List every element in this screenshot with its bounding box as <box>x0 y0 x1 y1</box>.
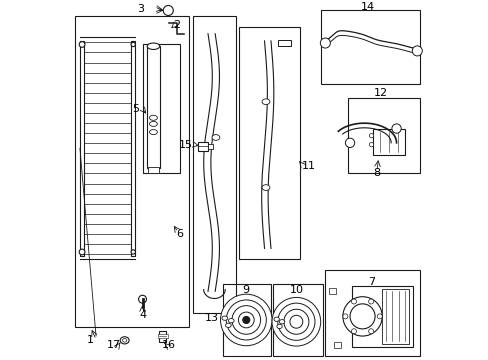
Circle shape <box>271 297 320 346</box>
Ellipse shape <box>120 337 129 344</box>
Bar <box>207 144 213 149</box>
Ellipse shape <box>149 130 157 135</box>
Bar <box>157 334 167 338</box>
Ellipse shape <box>222 316 227 320</box>
Circle shape <box>342 297 382 336</box>
Circle shape <box>351 299 356 304</box>
Bar <box>333 342 341 348</box>
Circle shape <box>79 42 85 47</box>
Circle shape <box>283 309 308 334</box>
Text: 4: 4 <box>139 310 146 320</box>
Ellipse shape <box>149 115 157 120</box>
Text: 2: 2 <box>173 20 180 30</box>
Bar <box>147 46 160 168</box>
Text: 15: 15 <box>178 140 192 150</box>
Ellipse shape <box>138 295 146 303</box>
Polygon shape <box>80 37 135 259</box>
Text: 9: 9 <box>242 284 249 294</box>
Text: 8: 8 <box>372 168 380 178</box>
Bar <box>159 331 165 342</box>
Ellipse shape <box>211 135 220 140</box>
Circle shape <box>342 314 347 319</box>
Text: 13: 13 <box>205 313 219 323</box>
Ellipse shape <box>262 185 269 190</box>
Text: 17: 17 <box>107 340 121 350</box>
Circle shape <box>376 314 382 319</box>
Circle shape <box>349 304 374 329</box>
Bar <box>239 27 299 259</box>
Circle shape <box>79 249 85 255</box>
Text: 6: 6 <box>176 229 183 239</box>
Ellipse shape <box>122 338 126 342</box>
Text: 3: 3 <box>137 4 144 14</box>
Ellipse shape <box>276 324 282 329</box>
Bar <box>148 167 158 173</box>
Bar <box>223 284 271 356</box>
Ellipse shape <box>262 99 269 104</box>
Text: 11: 11 <box>301 161 315 171</box>
Circle shape <box>368 299 373 304</box>
Ellipse shape <box>225 323 231 328</box>
Circle shape <box>345 138 354 148</box>
Bar <box>382 289 408 344</box>
Bar <box>325 270 419 356</box>
Bar <box>192 16 235 313</box>
Text: 1: 1 <box>87 335 94 345</box>
Bar <box>80 41 84 256</box>
Circle shape <box>231 306 260 334</box>
Circle shape <box>277 303 314 340</box>
Bar <box>273 284 323 356</box>
Ellipse shape <box>273 317 279 321</box>
Bar <box>142 45 180 173</box>
Bar <box>351 286 412 347</box>
Bar <box>278 40 290 46</box>
Circle shape <box>320 38 330 48</box>
Circle shape <box>131 250 135 254</box>
Circle shape <box>368 143 373 147</box>
Ellipse shape <box>149 121 157 126</box>
Bar <box>372 129 405 156</box>
Circle shape <box>238 312 254 328</box>
Circle shape <box>391 124 400 133</box>
Ellipse shape <box>228 319 234 323</box>
Bar <box>74 16 189 327</box>
Circle shape <box>289 315 302 328</box>
Circle shape <box>226 300 266 340</box>
Text: 12: 12 <box>373 88 386 98</box>
Circle shape <box>131 42 135 46</box>
Circle shape <box>351 329 356 334</box>
Text: 7: 7 <box>367 278 374 287</box>
Circle shape <box>220 294 271 346</box>
Text: 16: 16 <box>162 340 176 350</box>
Bar <box>198 142 207 151</box>
Ellipse shape <box>279 320 284 324</box>
Text: 5: 5 <box>132 104 139 114</box>
Circle shape <box>368 134 373 138</box>
Circle shape <box>368 329 373 334</box>
Bar <box>131 41 135 256</box>
Text: 10: 10 <box>289 284 303 294</box>
Bar <box>347 98 419 173</box>
Ellipse shape <box>147 43 160 49</box>
Circle shape <box>163 5 173 15</box>
Bar <box>328 288 335 294</box>
Circle shape <box>411 46 422 56</box>
Text: 14: 14 <box>360 2 374 12</box>
Bar <box>321 10 419 84</box>
Circle shape <box>242 316 249 324</box>
